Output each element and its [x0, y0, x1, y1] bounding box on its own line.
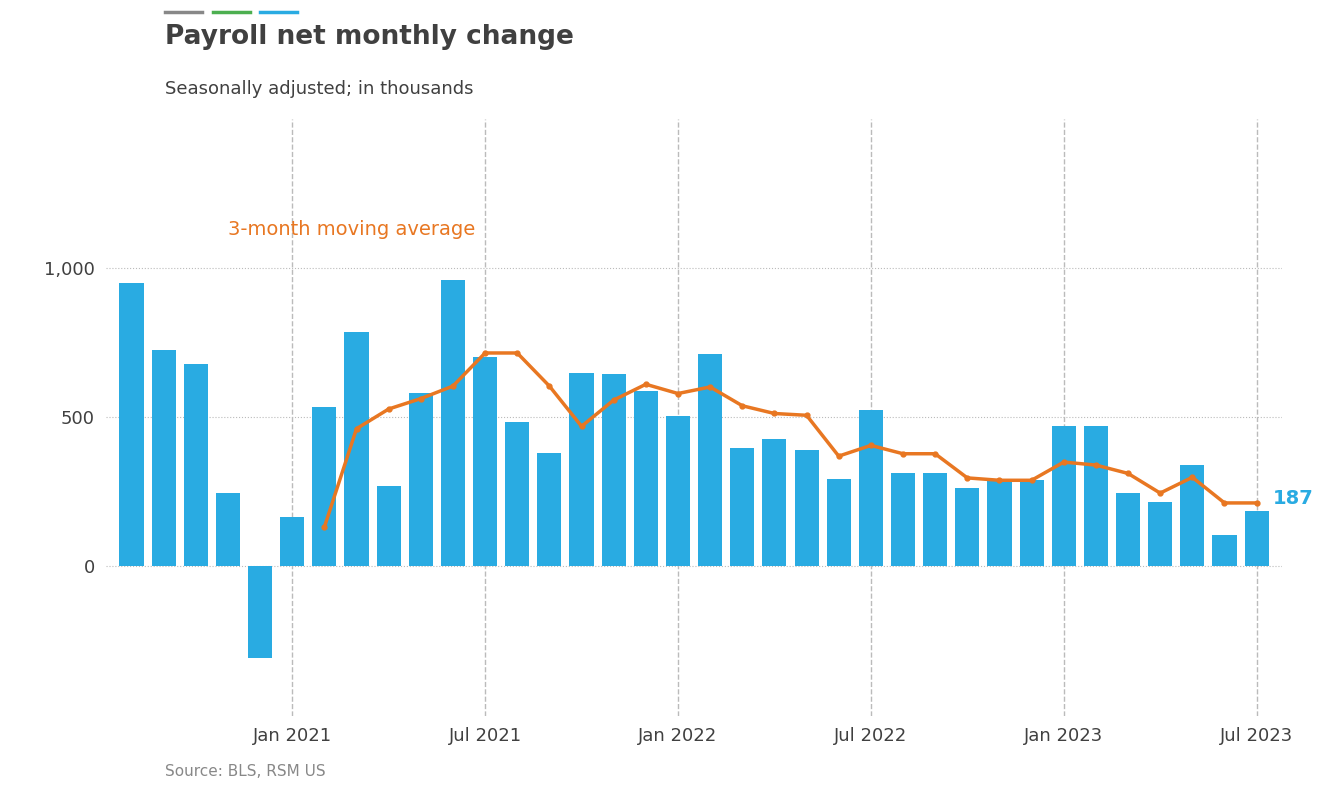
Bar [988, 480, 1011, 566]
Text: Seasonally adjusted; in thousands: Seasonally adjusted; in thousands [165, 80, 473, 98]
Bar [1147, 502, 1173, 566]
Bar [473, 357, 497, 566]
Bar [1019, 480, 1043, 566]
Bar [1052, 426, 1076, 566]
Text: 187: 187 [1273, 489, 1314, 508]
Bar [633, 391, 658, 566]
Bar [1116, 492, 1140, 566]
Bar [152, 350, 176, 566]
Bar [795, 450, 818, 566]
Bar [923, 472, 947, 566]
Bar [345, 332, 369, 566]
Bar [730, 448, 755, 566]
Text: Source: BLS, RSM US: Source: BLS, RSM US [165, 764, 327, 779]
Bar [505, 422, 529, 566]
Bar [249, 566, 272, 657]
Bar [312, 407, 336, 566]
Bar [1084, 426, 1108, 566]
Bar [215, 494, 241, 566]
Bar [602, 374, 625, 566]
Bar [377, 487, 401, 566]
Text: Payroll net monthly change: Payroll net monthly change [165, 24, 574, 50]
Bar [280, 517, 304, 566]
Bar [1181, 465, 1204, 566]
Bar [184, 364, 208, 566]
Bar [1244, 510, 1269, 566]
Bar [119, 283, 144, 566]
Bar [442, 280, 465, 566]
Bar [408, 393, 432, 566]
Text: 3-month moving average: 3-month moving average [227, 220, 475, 239]
Bar [698, 354, 722, 566]
Bar [1212, 535, 1236, 566]
Bar [537, 453, 562, 566]
Bar [763, 439, 787, 566]
Bar [826, 479, 851, 566]
Bar [956, 488, 980, 566]
Bar [859, 409, 883, 566]
Bar [891, 472, 915, 566]
Bar [666, 417, 690, 566]
Bar [570, 373, 594, 566]
